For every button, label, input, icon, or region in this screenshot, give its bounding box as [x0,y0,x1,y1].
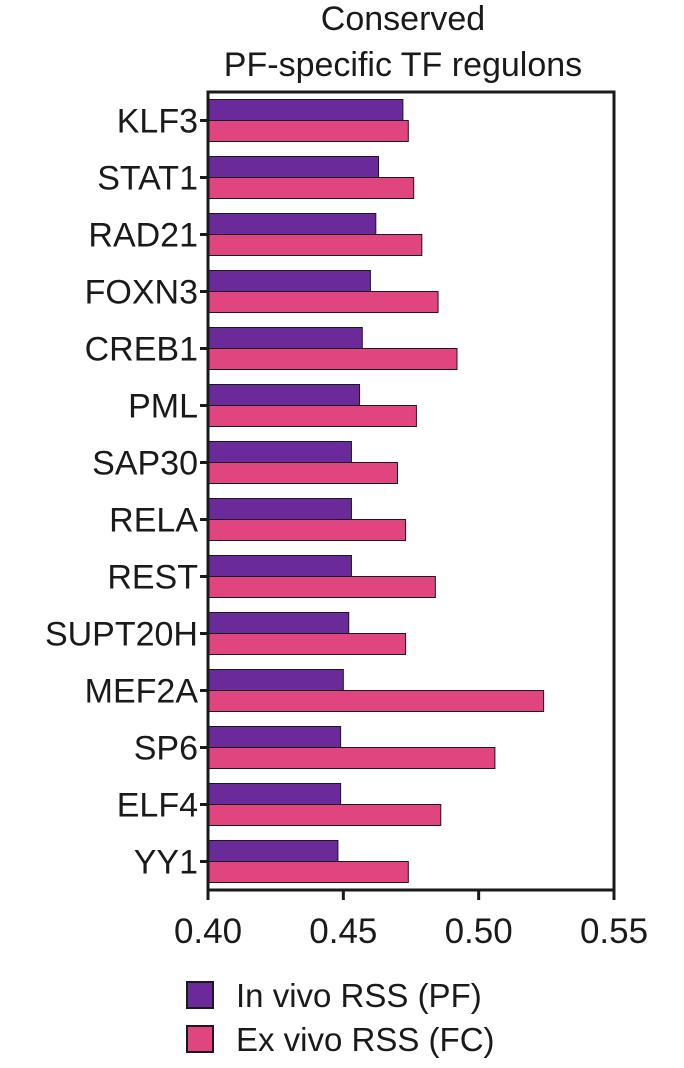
legend-label-in-vivo: In vivo RSS (PF) [236,977,482,1014]
category-label-sap30: SAP30 [92,445,198,483]
bar-ex-vivo-rest [207,576,436,598]
bar-ex-vivo-klf3 [207,120,409,142]
category-label-sp6: SP6 [134,730,198,768]
category-label-supt20h: SUPT20H [45,616,198,654]
category-label-pml: PML [128,388,198,426]
category-label-mef2a: MEF2A [85,673,199,711]
legend-label-ex-vivo: Ex vivo RSS (FC) [236,1021,495,1058]
bar-in-vivo-yy1 [207,840,339,862]
bar-ex-vivo-mef2a [207,690,545,712]
bar-in-vivo-supt20h [207,612,350,634]
bar-ex-vivo-sap30 [207,462,398,484]
legend-swatch-ex-vivo [186,1025,214,1053]
bar-in-vivo-rad21 [207,213,377,235]
chart-title-line-2: PF-specific TF regulons [224,46,582,84]
bar-ex-vivo-stat1 [207,177,415,199]
bar-in-vivo-stat1 [207,156,380,178]
category-label-stat1: STAT1 [97,160,198,198]
bar-in-vivo-klf3 [207,99,404,121]
plot-frame [206,90,616,892]
x-tick-label-3: 0.55 [580,912,648,951]
bar-ex-vivo-rela [207,519,407,541]
category-label-elf4: ELF4 [117,787,198,825]
chart-title: Conserved PF-specific TF regulons [224,0,582,84]
bar-in-vivo-sap30 [207,441,352,463]
bar-ex-vivo-pml [207,405,417,427]
bar-in-vivo-mef2a [207,669,344,691]
y-axis: KLF3 STAT1 RAD21 FOXN3 CREB1 PML SAP30 RELA REST… [45,103,208,882]
bar-ex-vivo-creb1 [207,348,458,370]
x-tick-label-2: 0.50 [445,912,513,951]
bar-in-vivo-rela [207,498,352,520]
bars-layer [207,99,545,883]
bar-in-vivo-rest [207,555,352,577]
bar-ex-vivo-elf4 [207,804,442,826]
legend: In vivo RSS (PF) Ex vivo RSS (FC) [186,977,495,1058]
x-axis: 0.40 0.45 0.50 0.55 [174,890,648,951]
category-label-rad21: RAD21 [88,217,198,255]
bar-in-vivo-pml [207,384,361,406]
category-label-rest: REST [107,559,198,597]
category-label-klf3: KLF3 [117,103,198,141]
bar-ex-vivo-yy1 [207,861,409,883]
bar-ex-vivo-rad21 [207,234,423,256]
legend-swatch-in-vivo [186,981,214,1009]
category-label-yy1: YY1 [134,844,198,882]
bar-in-vivo-sp6 [207,726,342,748]
chart-title-line-1: Conserved [321,0,485,38]
x-tick-label-0: 0.40 [174,912,242,951]
category-label-rela: RELA [109,502,198,540]
bar-in-vivo-elf4 [207,783,342,805]
bar-ex-vivo-foxn3 [207,291,439,313]
category-label-creb1: CREB1 [85,331,198,369]
category-label-foxn3: FOXN3 [85,274,198,312]
x-tick-label-1: 0.45 [309,912,377,951]
bar-in-vivo-creb1 [207,327,363,349]
bar-ex-vivo-supt20h [207,633,407,655]
bar-in-vivo-foxn3 [207,270,371,292]
bar-ex-vivo-sp6 [207,747,496,769]
